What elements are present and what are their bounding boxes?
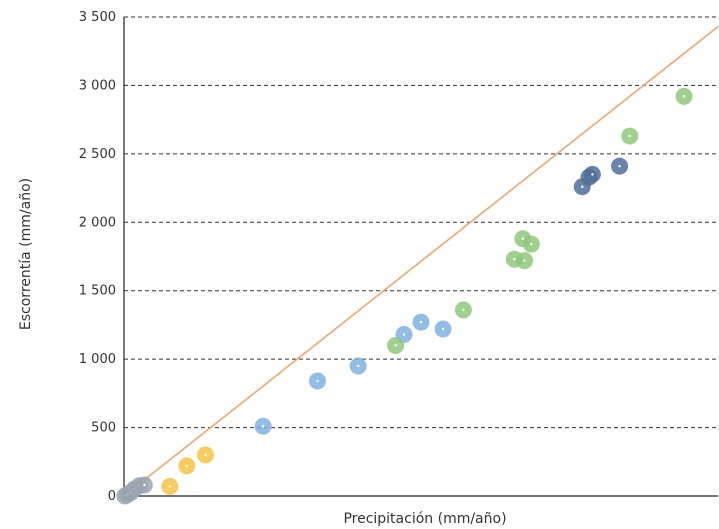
data-point-center: [402, 333, 406, 336]
data-point-center: [523, 259, 526, 262]
x-axis-title: Precipitación (mm/año): [343, 511, 506, 527]
data-points: [116, 87, 693, 505]
data-point-center: [316, 379, 319, 383]
data-point-center: [581, 185, 584, 188]
data-point-center: [513, 258, 516, 261]
y-tick-label: 3 000: [79, 78, 116, 93]
data-point-center: [628, 134, 631, 138]
data-point-center: [419, 320, 423, 324]
data-point-center: [682, 95, 686, 98]
data-point-center: [357, 364, 360, 368]
data-point-center: [204, 453, 207, 457]
y-tick-label: 3 500: [79, 10, 116, 25]
reference-line: [123, 25, 719, 497]
data-point-center: [394, 344, 397, 347]
y-tick-labels: 0 500 1 000 1 500 2 000 2 500 3 000 3 500: [79, 10, 116, 504]
data-point-center: [168, 485, 172, 488]
grid-lines: [124, 16, 718, 429]
reference-line-group: [123, 25, 719, 497]
data-point-center: [521, 237, 525, 240]
data-point-center: [591, 173, 594, 176]
data-point-center: [618, 164, 621, 168]
data-point-center: [143, 483, 146, 487]
data-point-center: [261, 425, 265, 428]
y-tick-label: 0: [108, 489, 116, 504]
data-point-center: [441, 327, 445, 331]
y-tick-label: 1 000: [79, 352, 116, 367]
data-point-center: [185, 464, 188, 468]
y-tick-label: 1 500: [79, 284, 116, 299]
data-point-center: [462, 308, 465, 312]
data-point-center: [530, 242, 533, 246]
y-tick-label: 2 000: [79, 215, 116, 230]
y-tick-label: 500: [91, 421, 116, 436]
y-tick-label: 2 500: [79, 147, 116, 162]
y-axis-title: Escorrentía (mm/año): [18, 178, 34, 330]
axes: [123, 17, 718, 497]
